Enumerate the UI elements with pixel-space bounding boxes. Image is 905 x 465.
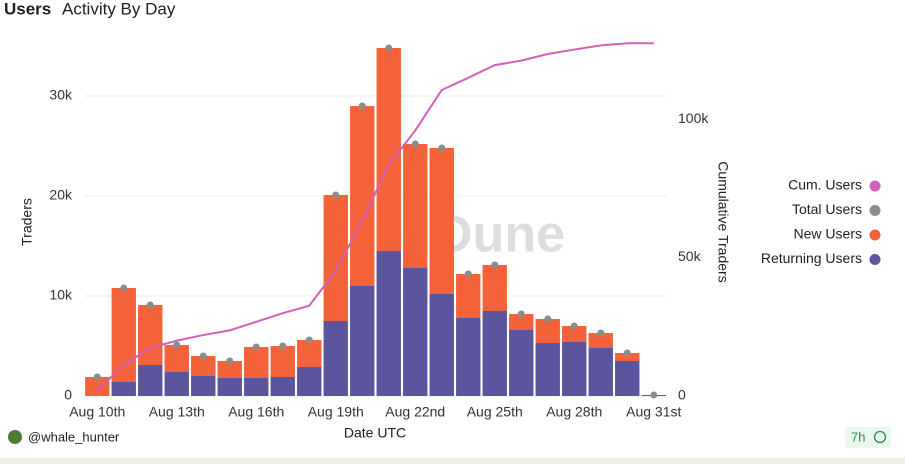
point [491,261,499,269]
bar [217,378,242,396]
bar [456,318,481,396]
y2-axis-title: Cumulative Traders [715,161,731,282]
bar [482,311,507,396]
point [623,349,631,357]
bar [456,274,481,318]
bar [297,367,322,396]
point [332,191,340,199]
x-tick-label: Aug 31st [626,404,681,420]
legend-label: Total Users [792,201,862,217]
bar [588,348,613,396]
point [385,44,393,52]
y2-tick-label: 100k [678,110,709,126]
y-tick-label: 0 [64,387,72,403]
y-tick-label: 20k [49,187,73,203]
x-tick-label: Aug 19th [308,404,364,420]
bar [350,286,375,396]
y-tick-label: 10k [49,287,73,303]
bar [429,294,454,396]
bar [562,326,587,342]
bar [85,377,110,396]
point [597,329,605,337]
bar [509,330,534,396]
x-tick-label: Aug 13th [149,404,205,420]
point [305,336,313,344]
bar [244,347,269,378]
legend-swatch [869,180,881,192]
bar [535,343,560,396]
bar [217,361,242,378]
x-tick-label: Aug 10th [69,404,125,420]
card-subtitle: Activity By Day [62,0,176,18]
bar [164,345,189,372]
card-title: Users [4,0,51,18]
age: 7h [851,429,865,444]
legend-swatch [869,229,881,241]
bar [164,372,189,396]
bar [615,361,640,396]
avatar [8,430,22,444]
y-tick-label: 30k [49,87,73,103]
bar [138,365,163,396]
point [199,352,207,360]
x-tick-label: Aug 22nd [385,404,445,420]
point [411,140,419,148]
x-tick-label: Aug 28th [546,404,602,420]
x-tick-label: Aug 16th [228,404,284,420]
point [173,341,181,349]
check-icon [873,430,887,444]
point [93,373,101,381]
point [438,144,446,152]
point [146,301,154,309]
bar [482,265,507,311]
point [570,322,578,330]
bar [403,144,428,268]
bar [191,376,216,396]
bar [509,314,534,330]
bar [376,251,401,396]
bar [535,319,560,343]
bar [244,378,269,396]
bar [191,356,216,376]
bar [615,353,640,361]
bar [297,340,322,367]
y-axis-title: Traders [19,198,35,246]
bar [270,377,295,396]
bar [350,106,375,286]
point [120,284,128,292]
author[interactable]: @whale_hunter [28,429,120,444]
bar [270,346,295,377]
bar [138,305,163,365]
point [226,357,234,365]
bar [429,148,454,294]
bar [323,195,348,321]
x-axis-title: Date UTC [344,425,406,441]
point [358,102,366,110]
legend-label: New Users [794,226,862,242]
watermark: Dune [435,206,565,264]
bar [403,268,428,396]
legend-swatch [869,205,881,216]
point [517,310,525,318]
point [650,391,658,399]
point [464,270,472,278]
bar [323,321,348,396]
point [544,315,552,323]
point [252,343,260,351]
bar [111,382,136,396]
bar [376,48,401,251]
bar [111,288,136,382]
y2-tick-label: 50k [678,248,702,264]
bar [562,342,587,396]
line [96,42,654,392]
legend-label: Returning Users [761,250,862,266]
legend-swatch [869,254,881,265]
x-tick-label: Aug 25th [467,404,523,420]
point [279,342,287,350]
bar [588,333,613,348]
legend-label: Cum. Users [788,177,862,193]
y2-tick-label: 0 [678,387,686,403]
